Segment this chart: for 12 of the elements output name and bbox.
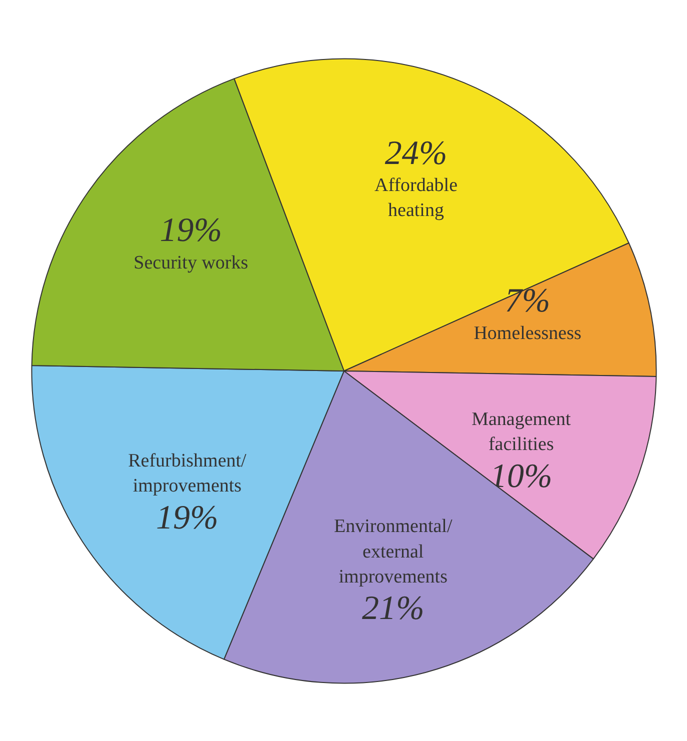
data-label: 24% [384,134,448,172]
data-label: 10% [490,458,552,496]
slice-label: Refurbishment/ improvements [128,450,248,497]
data-label: 19% [156,500,218,537]
slice-label: Security works [134,252,248,274]
slice-label: Homelessness [474,322,582,344]
data-label: 21% [362,590,424,628]
slice-label: Management facilities [472,408,572,456]
slice-label: Affordable heating [374,174,458,222]
slice-label: Environmental/ external improvements [334,516,453,588]
data-label: 19% [160,212,222,250]
data-label: 7% [504,282,550,320]
